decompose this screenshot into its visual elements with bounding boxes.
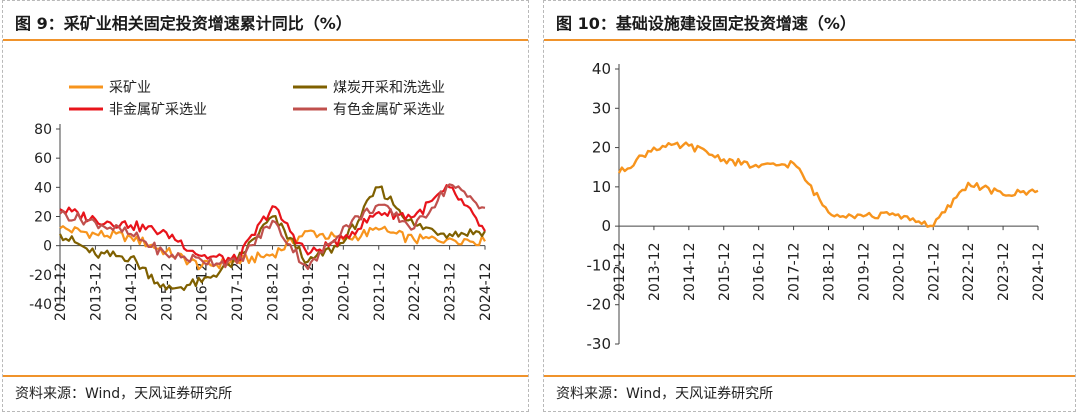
x-tick-label-1-3: 2015-12 xyxy=(717,243,733,302)
x-tick-label-1-6: 2018-12 xyxy=(822,243,838,302)
left-source-note: 资料来源：Wind，天风证券研究所 xyxy=(15,386,233,402)
y-tick-label-1-2: 20 xyxy=(592,139,611,157)
y-tick-label-0-3: 20 xyxy=(34,210,52,226)
left-source-rule xyxy=(3,375,528,377)
right-chart-title: 图 10：基础设施建设固定投资增速（%） xyxy=(556,14,856,33)
y-tick-label-1-0: 40 xyxy=(592,60,611,78)
x-tick-label-0-9: 2021-12 xyxy=(372,263,388,322)
y-tick-label-1-7: -30 xyxy=(587,335,612,353)
right-chart-panel: 图 10：基础设施建设固定投资增速（%） 40 30 20 10 0 -10 -20 -30 2… xyxy=(543,0,1076,412)
x-tick-label-0-5: 2017-12 xyxy=(230,263,246,322)
legend-label-3: 有色金属矿采选业 xyxy=(333,101,445,118)
x-tick-label-1-4: 2016-12 xyxy=(752,242,768,301)
y-tick-label-0-6: -40 xyxy=(29,297,52,313)
y-tick-label-1-1: 30 xyxy=(592,99,611,117)
legend-label-2: 非金属矿采选业 xyxy=(109,102,207,118)
x-tick-label-1-0: 2012-12 xyxy=(612,243,628,302)
x-tick-label-0-0: 2012-12 xyxy=(53,263,69,322)
x-tick-label-0-7: 2019-12 xyxy=(301,263,317,322)
left-title-rule xyxy=(3,39,528,41)
right-chart-svg: 40 30 20 10 0 -10 -20 -30 2012-12 2013-12 2014-12 2… xyxy=(587,60,1048,353)
series-line-1-0 xyxy=(617,141,1039,228)
x-tick-label-0-2: 2014-12 xyxy=(124,263,140,322)
x-tick-label-1-9: 2021-12 xyxy=(926,243,942,302)
x-tick-label-0-11: 2023-12 xyxy=(443,263,459,322)
x-tick-label-1-8: 2020-12 xyxy=(891,243,907,302)
x-tick-label-1-10: 2022-12 xyxy=(961,243,977,302)
x-tick-label-1-5: 2017-12 xyxy=(787,243,803,301)
right-title-rule xyxy=(544,39,1075,41)
x-tick-label-1-1: 2013-12 xyxy=(647,243,663,302)
y-tick-label-0-2: 40 xyxy=(34,180,52,196)
y-tick-label-0-4: 0 xyxy=(43,239,52,255)
legend-label-0: 采矿业 xyxy=(109,80,151,96)
y-tick-label-1-3: 10 xyxy=(592,178,611,196)
x-tick-label-1-7: 2019-12 xyxy=(856,243,872,302)
x-tick-label-1-2: 2014-12 xyxy=(682,243,698,302)
left-chart-svg: 80 60 40 20 0 -20 -40 2012-12 2013-12 2014-12 2015… xyxy=(29,80,494,322)
x-tick-label-0-12: 2024-12 xyxy=(478,263,494,322)
y-tick-label-0-0: 80 xyxy=(34,122,52,138)
y-tick-label-1-5: -10 xyxy=(587,256,612,274)
x-tick-label-0-4: 2016-12 xyxy=(195,263,211,322)
right-source-rule xyxy=(544,375,1075,377)
left-chart-title: 图 9：采矿业相关固定投资增速累计同比（%） xyxy=(15,14,352,33)
x-tick-label-0-3: 2015-12 xyxy=(159,263,175,322)
series-line-0-3 xyxy=(59,183,486,271)
left-chart-panel: 图 9：采矿业相关固定投资增速累计同比（%） 80 60 40 20 0 -20 -40 20… xyxy=(2,0,529,412)
y-tick-label-0-1: 60 xyxy=(34,151,52,167)
x-tick-label-0-1: 2013-12 xyxy=(88,263,104,322)
series-line-0-2 xyxy=(59,184,486,264)
x-tick-label-0-6: 2018-12 xyxy=(266,263,282,322)
x-tick-label-0-10: 2022-12 xyxy=(407,263,423,322)
right-source-note: 资料来源：Wind，天风证券研究所 xyxy=(556,386,774,402)
y-tick-label-0-5: -20 xyxy=(29,268,52,284)
series-line-0-0 xyxy=(59,225,486,271)
x-tick-label-0-8: 2020-12 xyxy=(336,263,352,322)
x-tick-label-1-11: 2023-12 xyxy=(996,242,1012,301)
x-tick-label-1-12: 2024-12 xyxy=(1031,243,1047,302)
legend-label-1: 煤炭开采和洗选业 xyxy=(333,80,445,96)
y-tick-label-1-6: -20 xyxy=(587,296,612,314)
y-tick-label-1-4: 0 xyxy=(601,217,611,235)
